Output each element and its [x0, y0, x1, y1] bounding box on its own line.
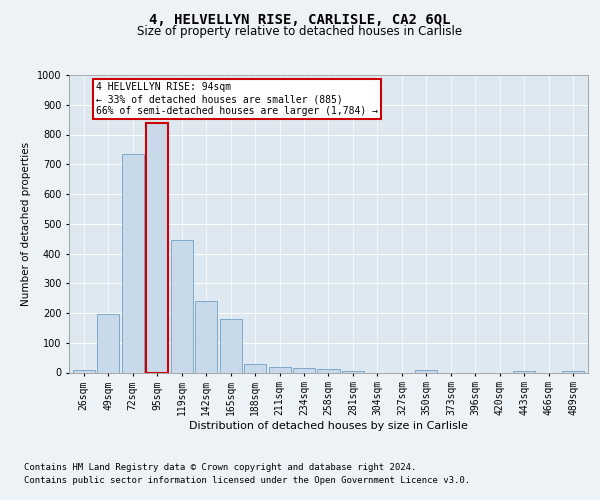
Text: Contains public sector information licensed under the Open Government Licence v3: Contains public sector information licen…	[24, 476, 470, 485]
Text: 4 HELVELLYN RISE: 94sqm
← 33% of detached houses are smaller (885)
66% of semi-d: 4 HELVELLYN RISE: 94sqm ← 33% of detache…	[96, 82, 378, 116]
Text: Size of property relative to detached houses in Carlisle: Size of property relative to detached ho…	[137, 25, 463, 38]
Bar	[317, 369, 340, 372]
Text: 4, HELVELLYN RISE, CARLISLE, CA2 6QL: 4, HELVELLYN RISE, CARLISLE, CA2 6QL	[149, 12, 451, 26]
Bar	[146, 122, 168, 372]
Bar	[293, 368, 315, 372]
Bar	[269, 368, 290, 372]
Bar	[342, 371, 364, 372]
Bar	[415, 370, 437, 372]
Bar	[122, 154, 143, 372]
Text: Contains HM Land Registry data © Crown copyright and database right 2024.: Contains HM Land Registry data © Crown c…	[24, 462, 416, 471]
X-axis label: Distribution of detached houses by size in Carlisle: Distribution of detached houses by size …	[189, 421, 468, 431]
Bar	[220, 319, 242, 372]
Bar	[73, 370, 95, 372]
Bar	[514, 371, 535, 372]
Bar	[195, 301, 217, 372]
Bar	[244, 364, 266, 372]
Bar	[562, 371, 584, 372]
Bar	[97, 314, 119, 372]
Y-axis label: Number of detached properties: Number of detached properties	[22, 142, 31, 306]
Bar	[170, 240, 193, 372]
